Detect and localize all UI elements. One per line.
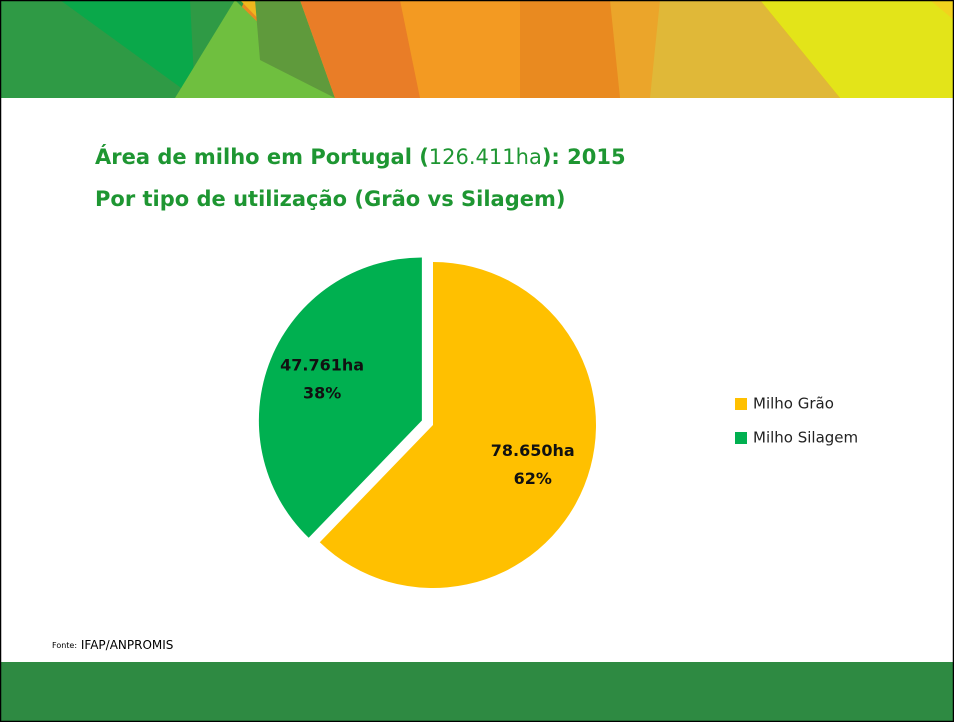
value-label: 47.761ha — [280, 356, 364, 375]
legend-swatch — [735, 432, 747, 444]
banner-shape — [930, 0, 954, 20]
banner — [0, 0, 954, 98]
title-part: ): 2015 — [542, 145, 626, 169]
banner-shape — [60, 0, 195, 98]
footer-band — [0, 662, 954, 722]
source-text: IFAP/ANPROMIS — [81, 638, 174, 652]
legend-label: Milho Silagem — [753, 429, 858, 447]
title-part: 126.411ha — [429, 145, 542, 169]
value-label: 78.650ha — [491, 441, 575, 460]
percent-label: 62% — [514, 469, 552, 488]
percent-label: 38% — [303, 384, 341, 403]
banner-shape — [300, 0, 420, 98]
pie-slice — [258, 257, 422, 538]
source: Fonte: IFAP/ANPROMIS — [52, 638, 173, 652]
source-label: Fonte: — [52, 641, 77, 650]
title-part: Área de milho em Portugal ( — [95, 144, 429, 169]
banner-shape — [400, 0, 520, 98]
banner-shape — [760, 0, 954, 98]
pie-slice — [319, 262, 596, 588]
banner-shape — [255, 0, 335, 98]
chart-title: Área de milho em Portugal (126.411ha): 2… — [95, 144, 626, 169]
legend-label: Milho Grão — [753, 395, 834, 413]
legend-swatch — [735, 398, 747, 410]
banner-shape — [650, 0, 840, 98]
chart-subtitle: Por tipo de utilização (Grão vs Silagem) — [95, 187, 565, 211]
